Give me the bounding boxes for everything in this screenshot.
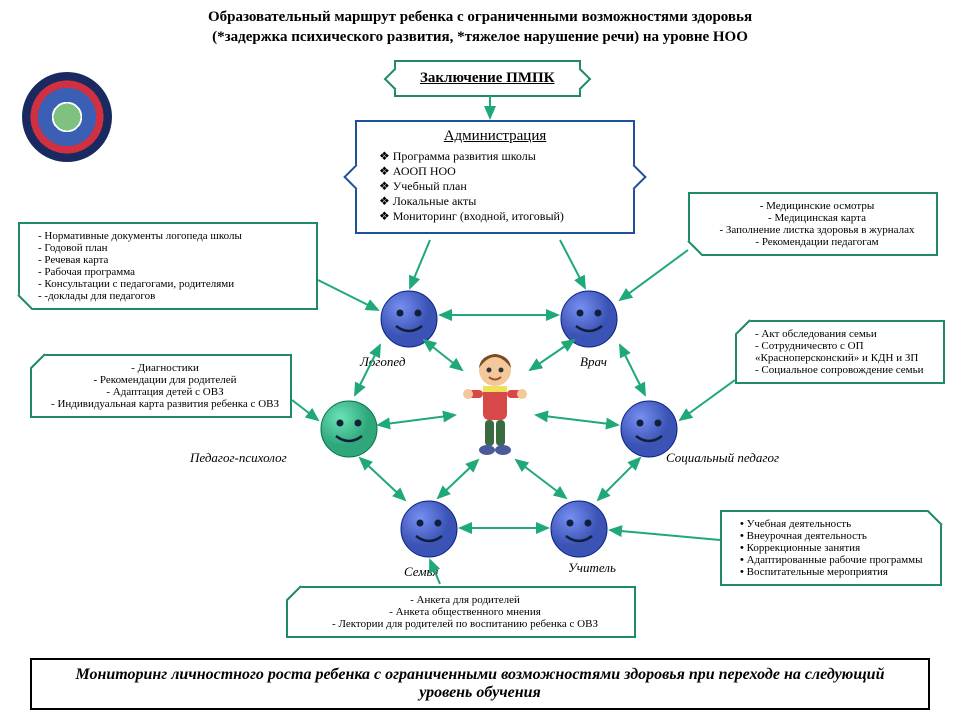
info-item: Медицинские осмотры bbox=[708, 200, 926, 212]
admin-item: Учебный план bbox=[379, 179, 623, 194]
family-face bbox=[400, 500, 458, 558]
social-box: Акт обследования семьиСотрудничесвто с О… bbox=[735, 320, 945, 384]
info-item: Акт обследования семьи bbox=[755, 328, 933, 340]
info-item: Внеурочная деятельность bbox=[740, 530, 930, 542]
family-box: Анкета для родителейАнкета общественного… bbox=[286, 586, 636, 638]
doctor-label: Врач bbox=[580, 354, 607, 370]
logoped-box: Нормативные документы логопеда школыГодо… bbox=[18, 222, 318, 310]
teacher-face bbox=[550, 500, 608, 558]
child-figure bbox=[460, 350, 530, 460]
title-line1: Образовательный маршрут ребенка с ограни… bbox=[208, 9, 752, 25]
info-item: Адаптация детей с ОВЗ bbox=[50, 386, 280, 398]
admin-item: АООП НОО bbox=[379, 164, 623, 179]
info-item: Лектории для родителей по воспитанию реб… bbox=[306, 618, 624, 630]
info-item: Рекомендации педагогам bbox=[708, 236, 926, 248]
logoped-face bbox=[380, 290, 438, 348]
info-item: Медицинская карта bbox=[708, 212, 926, 224]
info-item: Рабочая программа bbox=[38, 266, 306, 278]
info-item: Годовой план bbox=[38, 242, 306, 254]
info-item: Анкета для родителей bbox=[306, 594, 624, 606]
info-item: Речевая карта bbox=[38, 254, 306, 266]
psych-face bbox=[320, 400, 378, 458]
psych-label: Педагог-психолог bbox=[190, 450, 287, 466]
footer-box: Мониторинг личностного роста ребенка с о… bbox=[30, 658, 930, 710]
info-item: Социальное сопровождение семьи bbox=[755, 364, 933, 376]
info-item: Анкета общественного мнения bbox=[306, 606, 624, 618]
admin-box: Администрация Программа развития школыАО… bbox=[355, 120, 635, 234]
info-item: Сотрудничесвто с ОП «Красноперсконский» … bbox=[755, 340, 933, 364]
info-item: Заполнение листка здоровья в журналах bbox=[708, 224, 926, 236]
info-item: Индивидуальная карта развития ребенка с … bbox=[50, 398, 280, 410]
conclusion-label: Заключение ПМПК bbox=[420, 70, 555, 86]
doctor-face bbox=[560, 290, 618, 348]
teacher-label: Учитель bbox=[568, 560, 616, 576]
info-item: Воспитательные мероприятия bbox=[740, 566, 930, 578]
page-title: Образовательный маршрут ребенка с ограни… bbox=[0, 8, 960, 47]
psych-box: ДиагностикиРекомендации для родителейАда… bbox=[30, 354, 292, 418]
social-label: Социальный педагог bbox=[666, 450, 779, 466]
logoped-label: Логопед bbox=[360, 354, 405, 370]
info-item: Консультации с педагогами, родителями bbox=[38, 278, 306, 290]
teacher-box: Учебная деятельностьВнеурочная деятельно… bbox=[720, 510, 942, 586]
school-logo bbox=[22, 72, 112, 162]
family-label: Семья bbox=[404, 564, 438, 580]
info-item: Диагностики bbox=[50, 362, 280, 374]
admin-item: Локальные акты bbox=[379, 194, 623, 209]
admin-item: Программа развития школы bbox=[379, 149, 623, 164]
admin-title: Администрация bbox=[367, 128, 623, 145]
admin-item: Мониторинг (входной, итоговый) bbox=[379, 209, 623, 224]
info-item: Нормативные документы логопеда школы bbox=[38, 230, 306, 242]
info-item: Учебная деятельность bbox=[740, 518, 930, 530]
footer-text: Мониторинг личностного роста ребенка с о… bbox=[76, 666, 885, 701]
info-item: Коррекционные занятия bbox=[740, 542, 930, 554]
info-item: Адаптированные рабочие программы bbox=[740, 554, 930, 566]
title-line2: (*задержка психического развития, *тяжел… bbox=[212, 29, 748, 45]
med-box: Медицинские осмотрыМедицинская картаЗапо… bbox=[688, 192, 938, 256]
admin-list: Программа развития школыАООП НООУчебный … bbox=[367, 149, 623, 224]
conclusion-box: Заключение ПМПК bbox=[394, 60, 581, 97]
info-item: -доклады для педагогов bbox=[38, 290, 306, 302]
info-item: Рекомендации для родителей bbox=[50, 374, 280, 386]
